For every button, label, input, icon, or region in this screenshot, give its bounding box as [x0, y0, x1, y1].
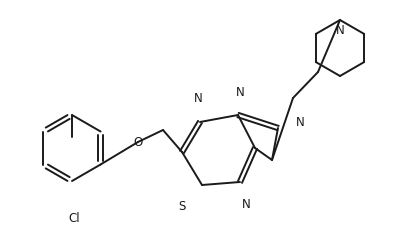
Text: Cl: Cl	[68, 212, 80, 225]
Text: N: N	[336, 23, 344, 37]
Text: O: O	[133, 136, 143, 149]
Text: N: N	[194, 91, 202, 105]
Text: N: N	[236, 85, 245, 98]
Text: S: S	[178, 201, 186, 213]
Text: N: N	[242, 197, 250, 211]
Text: N: N	[296, 115, 304, 129]
